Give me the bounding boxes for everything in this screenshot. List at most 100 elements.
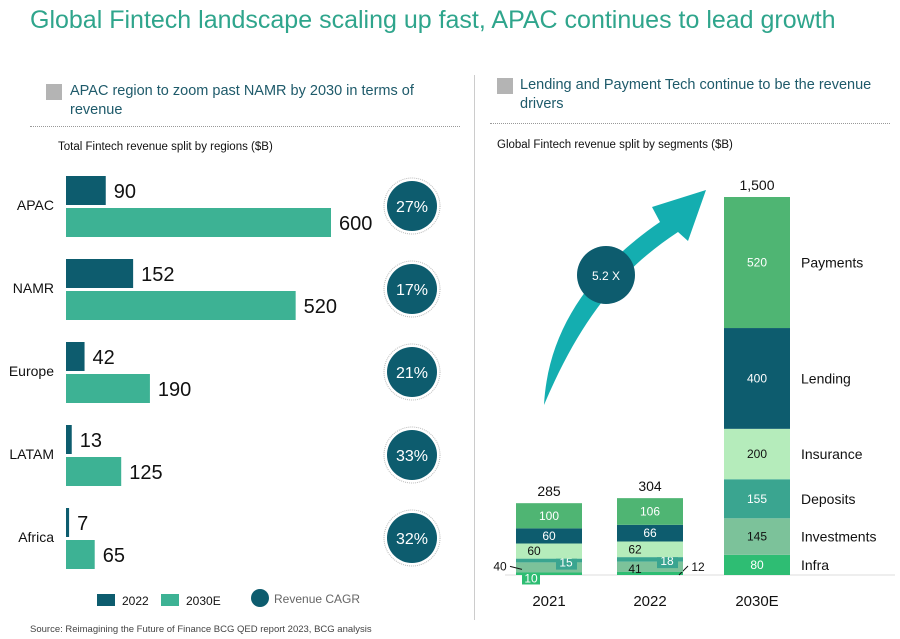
category-label: Europe (9, 363, 54, 379)
segment-label: 80 (750, 558, 764, 572)
segment-label: 12 (691, 560, 705, 574)
bar-2030E (66, 457, 122, 486)
legend-swatch-2022 (97, 594, 115, 606)
bar-2022 (66, 342, 85, 371)
data-label: 90 (114, 181, 136, 203)
segment-label: 60 (542, 529, 556, 543)
page-title: Global Fintech landscape scaling up fast… (30, 6, 836, 34)
cagr-circle (387, 347, 437, 397)
bar-2022 (66, 176, 106, 205)
bar-2030E (66, 540, 95, 569)
segment-label: 18 (660, 554, 674, 568)
cagr-circle (387, 181, 437, 231)
segment-label: 155 (747, 492, 767, 506)
data-label: 13 (80, 430, 102, 452)
label-box (522, 570, 540, 585)
cagr-label: 27% (396, 199, 428, 216)
bar-2030E (66, 208, 331, 237)
segment-infra (516, 572, 582, 575)
left-subtitle: APAC region to zoom past NAMR by 2030 in… (70, 83, 414, 118)
segment-label: 62 (628, 542, 642, 556)
cagr-circle (387, 264, 437, 314)
leader-line (678, 565, 689, 576)
segment-deposits (724, 479, 790, 519)
growth-arrow-icon (544, 190, 706, 405)
segment-label: 40 (493, 559, 507, 573)
data-label: 65 (103, 545, 125, 567)
bullet-square-icon (497, 78, 513, 94)
segment-label: 66 (643, 526, 657, 540)
segment-investments (516, 562, 582, 573)
series-label: Investments (801, 529, 876, 545)
data-label: 520 (304, 296, 337, 318)
leader-line (509, 565, 523, 570)
category-label: LATAM (9, 446, 54, 462)
segment-label: 60 (527, 544, 541, 558)
legend-label: Revenue CAGR (274, 592, 360, 606)
segment-label: 106 (640, 504, 660, 518)
segment-label: 15 (559, 556, 573, 570)
segment-investments (724, 518, 790, 555)
bar-2022 (66, 508, 70, 537)
legend-swatch-2030E (161, 594, 179, 606)
source-note: Source: Reimagining the Future of Financ… (30, 624, 372, 635)
cagr-label: 21% (396, 365, 428, 382)
divider (474, 75, 475, 620)
segment-label: 10 (524, 571, 538, 585)
segment-lending (617, 524, 683, 542)
cagr-circle (387, 513, 437, 563)
segment-infra (724, 554, 790, 575)
cagr-label: 32% (396, 531, 428, 548)
cagr-ring (383, 260, 441, 318)
cagr-ring (383, 343, 441, 401)
segment-lending (724, 328, 790, 429)
legend-cagr-circle (251, 589, 269, 607)
segment-payments (724, 197, 790, 329)
segment-payments (516, 503, 582, 529)
data-label: 152 (141, 264, 174, 286)
right-subtitle: Lending and Payment Tech continue to be … (520, 77, 872, 112)
cagr-ring (383, 177, 441, 235)
category-label: 2021 (532, 593, 565, 610)
bar-2022 (66, 425, 72, 454)
left-chart-title: Total Fintech revenue split by regions (… (58, 141, 273, 153)
category-label: Africa (18, 529, 54, 545)
data-label: 7 (77, 513, 88, 535)
cagr-circle (387, 430, 437, 480)
segment-lending (516, 528, 582, 544)
category-label: 2030E (735, 593, 778, 610)
series-label: Infra (801, 557, 829, 573)
cagr-ring (383, 509, 441, 567)
total-label: 285 (537, 483, 561, 499)
segment-infra (617, 571, 683, 575)
segment-label: 400 (747, 371, 767, 385)
segment-investments (617, 561, 683, 572)
segment-payments (617, 498, 683, 525)
category-label: NAMR (13, 280, 54, 296)
category-label: APAC (17, 197, 54, 213)
right-chart-title: Global Fintech revenue split by segments… (497, 139, 733, 151)
bar-2022 (66, 259, 134, 288)
data-label: 600 (339, 213, 372, 235)
segment-insurance (516, 543, 582, 559)
segment-deposits (617, 557, 683, 562)
bar-2030E (66, 291, 296, 320)
cagr-ring (383, 426, 441, 484)
segment-label: 520 (747, 256, 767, 270)
divider (490, 123, 890, 124)
series-label: Deposits (801, 491, 855, 507)
legend-label: 2030E (186, 594, 221, 608)
data-label: 190 (158, 379, 191, 401)
data-label: 125 (129, 462, 162, 484)
total-label: 1,500 (739, 177, 774, 193)
segment-label: 100 (539, 509, 559, 523)
series-label: Insurance (801, 446, 863, 462)
growth-label: 5.2 X (592, 269, 620, 283)
segment-label: 200 (747, 447, 767, 461)
series-label: Lending (801, 370, 851, 386)
category-label: 2022 (633, 593, 666, 610)
total-label: 304 (638, 478, 662, 494)
growth-circle (577, 246, 635, 304)
